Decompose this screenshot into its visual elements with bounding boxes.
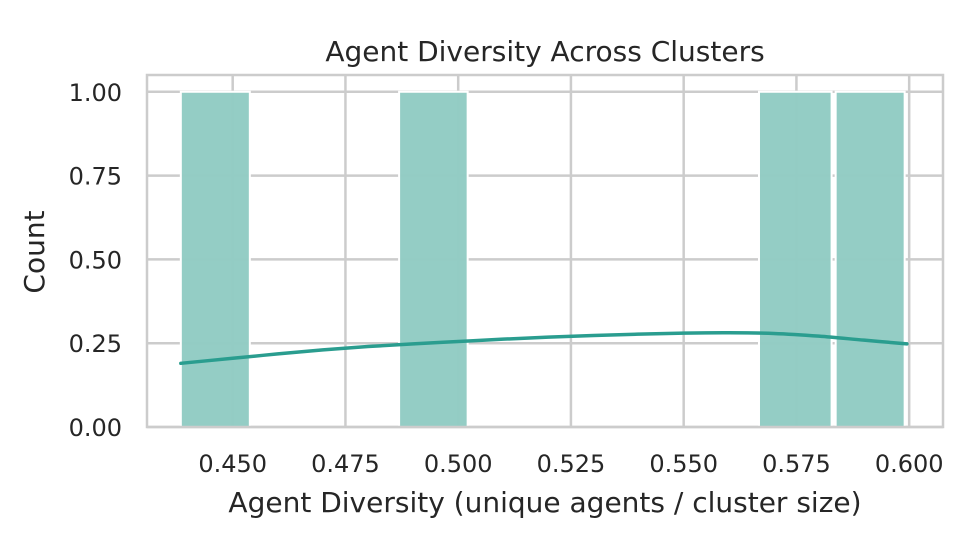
x-tick-label-2: 0.500 xyxy=(424,450,493,478)
y-tick-label-4: 1.00 xyxy=(69,79,122,107)
y-axis-label: Count xyxy=(18,210,51,293)
y-tick-label-2: 0.50 xyxy=(69,246,122,274)
y-tick-label-3: 0.75 xyxy=(69,163,122,191)
x-tick-label-6: 0.600 xyxy=(875,450,944,478)
x-tick-label-3: 0.525 xyxy=(537,450,606,478)
kde-layer xyxy=(179,331,909,366)
x-tick-label-4: 0.550 xyxy=(649,450,718,478)
histogram-bar-3 xyxy=(834,90,906,428)
y-tick-labels: 0.00 0.25 0.50 0.75 1.00 xyxy=(69,79,122,442)
histogram-bars xyxy=(179,90,906,428)
x-tick-label-1: 0.475 xyxy=(311,450,380,478)
y-tick-label-1: 0.25 xyxy=(69,330,122,358)
plot-frame xyxy=(145,73,945,429)
y-tick-label-0: 0.00 xyxy=(69,414,122,442)
x-tick-labels: 0.450 0.475 0.500 0.525 0.550 0.575 0.600 xyxy=(198,450,943,478)
histogram-bar-2 xyxy=(757,90,833,428)
kde-line xyxy=(179,331,909,366)
x-tick-label-5: 0.575 xyxy=(762,450,831,478)
x-tick-label-0: 0.450 xyxy=(198,450,267,478)
x-axis-label: Agent Diversity (unique agents / cluster… xyxy=(228,486,861,519)
chart-title: Agent Diversity Across Clusters xyxy=(325,35,764,68)
histogram-bar-0 xyxy=(179,90,251,428)
histogram-bar-1 xyxy=(398,90,469,428)
